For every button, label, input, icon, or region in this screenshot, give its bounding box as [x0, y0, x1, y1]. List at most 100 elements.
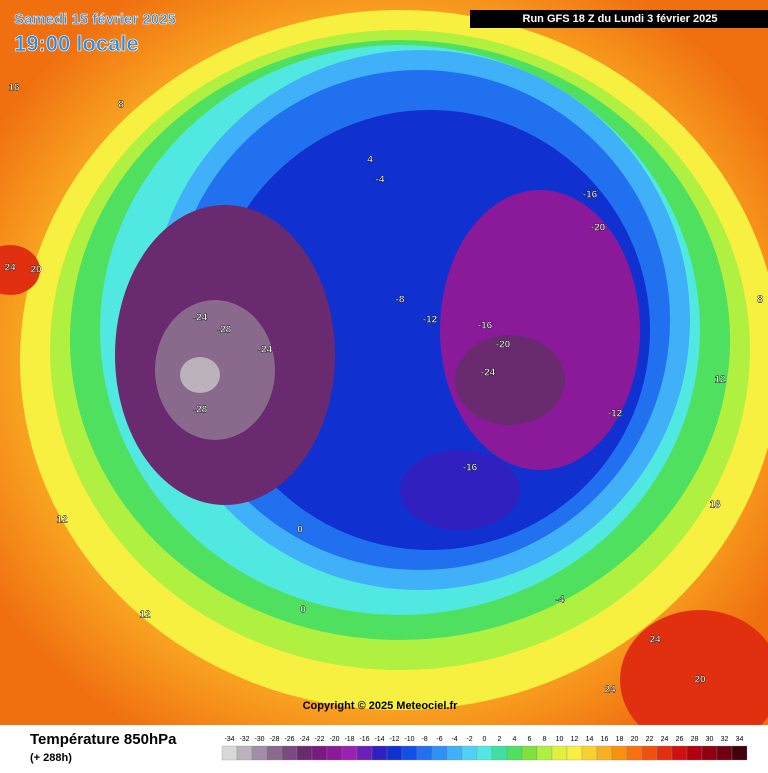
- isotherm-label: -16: [463, 463, 478, 474]
- scale-label: 32: [721, 736, 729, 743]
- isotherm-label: -24: [258, 345, 273, 356]
- scale-label: -28: [269, 736, 279, 743]
- date-label: Samedi 15 février 2025: [14, 11, 176, 28]
- scale-cell: [731, 745, 748, 761]
- isotherm-label: -20: [496, 340, 511, 351]
- scale-label: 2: [498, 736, 502, 743]
- scale-label: 24: [661, 736, 669, 743]
- scale-cell: [401, 745, 418, 761]
- scale-cell: [386, 745, 403, 761]
- scale-cell: [686, 745, 703, 761]
- isotherm-label: 0: [300, 605, 306, 616]
- scale-cell: [536, 745, 553, 761]
- scale-label: 10: [556, 736, 564, 743]
- isotherm-label: -8: [396, 295, 405, 306]
- scale-label: -4: [451, 736, 457, 743]
- scale-cell: [491, 745, 508, 761]
- isotherm-label: 20: [694, 675, 706, 686]
- scale-label: -8: [421, 736, 427, 743]
- isotherm-label: -28: [193, 405, 208, 416]
- isotherm-label: 20: [30, 265, 42, 276]
- scale-cell: [446, 745, 463, 761]
- scale-label: -22: [314, 736, 324, 743]
- scale-cell: [566, 745, 583, 761]
- scale-cell: [221, 745, 238, 761]
- isotherm-label: -16: [583, 190, 598, 201]
- isotherm-label: 0: [297, 525, 303, 536]
- scale-label: -34: [224, 736, 234, 743]
- scale-label: -10: [404, 736, 414, 743]
- scale-label: 22: [646, 736, 654, 743]
- scale-label: -14: [374, 736, 384, 743]
- scale-label: 18: [616, 736, 624, 743]
- isotherm-label: 24: [649, 635, 661, 646]
- run-label: Run GFS 18 Z du Lundi 3 février 2025: [523, 13, 718, 25]
- map-field: [0, 0, 768, 750]
- isotherm-label: -16: [478, 321, 493, 332]
- isotherm-label: -12: [608, 409, 623, 420]
- scale-label: 6: [528, 736, 532, 743]
- isotherm-label: -4: [556, 595, 565, 606]
- scale-label: 26: [676, 736, 684, 743]
- time-label: 19:00 locale: [14, 31, 139, 56]
- scale-cell: [341, 745, 358, 761]
- scale-cell: [431, 745, 448, 761]
- scale-cell: [296, 745, 313, 761]
- isotherm-label: -24: [193, 313, 208, 324]
- scale-cell: [596, 745, 613, 761]
- isotherm-label: 16: [8, 83, 20, 94]
- scale-label: -12: [389, 736, 399, 743]
- scale-label: 12: [571, 736, 579, 743]
- scale-label: -18: [344, 736, 354, 743]
- footer-lead: (+ 288h): [30, 752, 72, 764]
- isotherm-label: 12: [139, 610, 151, 621]
- scale-cell: [476, 745, 493, 761]
- isotherm-label: 24: [4, 263, 16, 274]
- scale-cell: [716, 745, 733, 761]
- scale-label: -20: [329, 736, 339, 743]
- scale-cell: [506, 745, 523, 761]
- scale-label: 4: [513, 736, 517, 743]
- color-scale: -34 -32 -30 -28 -26 -24 -22 -20 -18 -16 -14 -12 -10-…: [221, 736, 748, 761]
- scale-cell: [656, 745, 673, 761]
- scale-cell: [236, 745, 253, 761]
- scale-cell: [356, 745, 373, 761]
- isotherm-label: 16: [709, 500, 721, 511]
- scale-label: -32: [239, 736, 249, 743]
- scale-label: 34: [736, 736, 744, 743]
- scale-label: -2: [466, 736, 472, 743]
- footer-title: Température 850hPa: [30, 731, 177, 748]
- scale-cell: [281, 745, 298, 761]
- scale-label: 0: [483, 736, 487, 743]
- scale-cell: [416, 745, 433, 761]
- scale-label: 28: [691, 736, 699, 743]
- scale-cell: [611, 745, 628, 761]
- scale-label: -26: [284, 736, 294, 743]
- scale-cell: [311, 745, 328, 761]
- scale-cell: [521, 745, 538, 761]
- scale-cell: [581, 745, 598, 761]
- scale-label: 8: [543, 736, 547, 743]
- isotherm-label: -24: [481, 368, 496, 379]
- scale-label: 20: [631, 736, 639, 743]
- isotherm-label: -4: [376, 175, 385, 186]
- scale-cell: [671, 745, 688, 761]
- isotherm-label: 12: [56, 515, 68, 526]
- scale-cell: [626, 745, 643, 761]
- isotherm-label: 8: [118, 100, 124, 111]
- scale-cell: [701, 745, 718, 761]
- scale-cell: [551, 745, 568, 761]
- scale-label: 30: [706, 736, 714, 743]
- isotherm-label: 24: [604, 685, 616, 696]
- isotherm-label: -20: [591, 223, 606, 234]
- isotherm-label: 8: [757, 295, 763, 306]
- scale-label: -24: [299, 736, 309, 743]
- isotherm-label: 4: [367, 155, 373, 166]
- copyright: Copyright © 2025 Meteociel.fr: [303, 700, 459, 712]
- scale-cell: [266, 745, 283, 761]
- scale-label: 14: [586, 736, 594, 743]
- scale-label: -6: [436, 736, 442, 743]
- isotherm-labels: 24 2012168-24-28-24-28-16-12-20-16-24-16-…: [4, 82, 763, 696]
- scale-cell: [371, 745, 388, 761]
